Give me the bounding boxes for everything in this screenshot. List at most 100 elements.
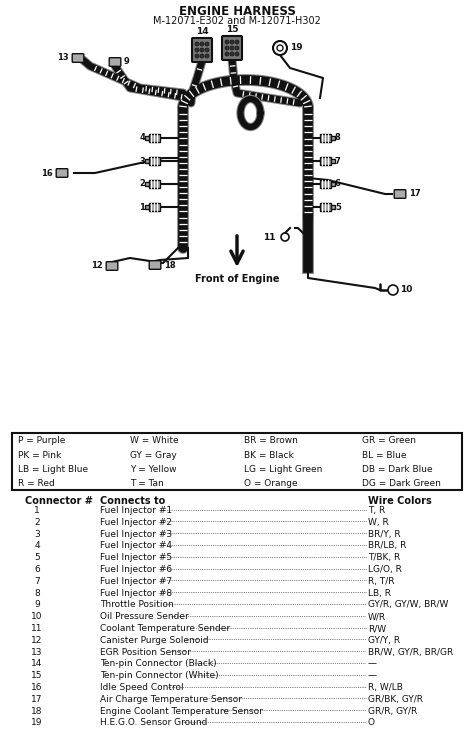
Text: LB, R: LB, R xyxy=(368,589,391,598)
Text: Fuel Injector #2: Fuel Injector #2 xyxy=(100,518,172,527)
Text: O = Orange: O = Orange xyxy=(244,479,298,488)
Text: BL = Blue: BL = Blue xyxy=(362,451,407,460)
Circle shape xyxy=(388,285,398,295)
Circle shape xyxy=(205,54,209,58)
FancyBboxPatch shape xyxy=(192,38,212,62)
Bar xyxy=(149,203,160,211)
Text: T = Tan: T = Tan xyxy=(130,479,164,488)
Circle shape xyxy=(195,48,199,52)
Text: Fuel Injector #7: Fuel Injector #7 xyxy=(100,577,172,586)
Bar xyxy=(145,182,149,186)
Bar xyxy=(331,182,335,186)
Text: 15: 15 xyxy=(31,671,43,680)
Circle shape xyxy=(230,52,234,56)
Text: —: — xyxy=(368,659,377,669)
Bar xyxy=(320,157,331,165)
Text: R, W/LB: R, W/LB xyxy=(368,683,403,692)
Text: 16: 16 xyxy=(31,683,43,692)
Bar xyxy=(331,159,335,163)
Bar xyxy=(320,134,331,142)
Text: 4: 4 xyxy=(34,542,40,551)
Text: LG = Light Green: LG = Light Green xyxy=(244,465,322,474)
FancyBboxPatch shape xyxy=(394,190,406,199)
Text: 15: 15 xyxy=(226,25,238,34)
Circle shape xyxy=(195,54,199,58)
Text: Throttle Position: Throttle Position xyxy=(100,601,174,610)
FancyBboxPatch shape xyxy=(72,54,84,62)
Text: 11: 11 xyxy=(31,624,43,633)
Text: LG/O, R: LG/O, R xyxy=(368,565,402,574)
Text: T/BK, R: T/BK, R xyxy=(368,554,400,562)
Text: BR = Brown: BR = Brown xyxy=(244,436,298,445)
Text: 8: 8 xyxy=(335,134,341,142)
Text: Wire Colors: Wire Colors xyxy=(368,496,432,506)
Text: O: O xyxy=(368,718,375,728)
Circle shape xyxy=(205,42,209,46)
Text: 1: 1 xyxy=(34,506,40,515)
Text: W, R: W, R xyxy=(368,518,389,527)
Circle shape xyxy=(200,42,204,46)
Text: DG = Dark Green: DG = Dark Green xyxy=(362,479,441,488)
Text: Canister Purge Solenoid: Canister Purge Solenoid xyxy=(100,636,209,645)
Circle shape xyxy=(230,46,234,50)
Text: 12: 12 xyxy=(31,636,43,645)
Text: 3: 3 xyxy=(139,156,145,165)
Text: R/W: R/W xyxy=(368,624,386,633)
Text: W = White: W = White xyxy=(130,436,179,445)
Text: GY/R, GY/W, BR/W: GY/R, GY/W, BR/W xyxy=(368,601,448,610)
Text: BR/W, GY/R, BR/GR: BR/W, GY/R, BR/GR xyxy=(368,648,453,657)
Text: Fuel Injector #4: Fuel Injector #4 xyxy=(100,542,172,551)
Text: GR/BK, GY/R: GR/BK, GY/R xyxy=(368,694,423,704)
Bar xyxy=(145,136,149,140)
Text: 7: 7 xyxy=(335,156,341,165)
Circle shape xyxy=(235,46,239,50)
Circle shape xyxy=(200,54,204,58)
Text: Front of Engine: Front of Engine xyxy=(195,274,279,284)
Text: 1: 1 xyxy=(139,202,145,212)
FancyBboxPatch shape xyxy=(109,58,121,66)
Text: 6: 6 xyxy=(335,179,341,188)
Text: 12: 12 xyxy=(91,261,103,271)
Text: Coolant Temperature Sender: Coolant Temperature Sender xyxy=(100,624,230,633)
FancyBboxPatch shape xyxy=(56,169,68,177)
Text: BK = Black: BK = Black xyxy=(244,451,294,460)
Text: 2: 2 xyxy=(139,179,145,188)
Text: GY = Gray: GY = Gray xyxy=(130,451,177,460)
Text: 9: 9 xyxy=(124,58,130,66)
Text: 19: 19 xyxy=(290,44,302,52)
Text: 13: 13 xyxy=(57,53,69,63)
Text: Fuel Injector #5: Fuel Injector #5 xyxy=(100,554,172,562)
Text: 2: 2 xyxy=(34,518,40,527)
Bar xyxy=(331,205,335,209)
Text: Idle Speed Control: Idle Speed Control xyxy=(100,683,183,692)
Text: 10: 10 xyxy=(31,613,43,621)
Text: Air Charge Temperature Sensor: Air Charge Temperature Sensor xyxy=(100,694,242,704)
Text: Connector #: Connector # xyxy=(25,496,93,506)
Text: GR/R, GY/R: GR/R, GY/R xyxy=(368,706,417,716)
Circle shape xyxy=(230,40,234,44)
Text: Ten-pin Connector (Black): Ten-pin Connector (Black) xyxy=(100,659,217,669)
Text: 5: 5 xyxy=(335,202,341,212)
Text: 18: 18 xyxy=(164,261,176,269)
Circle shape xyxy=(273,41,287,55)
Bar xyxy=(331,136,335,140)
Circle shape xyxy=(281,233,289,241)
Text: 13: 13 xyxy=(31,648,43,657)
Circle shape xyxy=(200,48,204,52)
Text: 3: 3 xyxy=(34,530,40,539)
Text: R, T/R: R, T/R xyxy=(368,577,394,586)
Text: —: — xyxy=(368,671,377,680)
Text: P = Purple: P = Purple xyxy=(18,436,65,445)
Text: 6: 6 xyxy=(34,565,40,574)
Text: ENGINE HARNESS: ENGINE HARNESS xyxy=(179,5,295,18)
Text: 9: 9 xyxy=(34,601,40,610)
Text: 17: 17 xyxy=(31,694,43,704)
Text: 19: 19 xyxy=(31,718,43,728)
Text: Engine Coolant Temperature Sensor: Engine Coolant Temperature Sensor xyxy=(100,706,263,716)
Bar xyxy=(149,157,160,165)
Circle shape xyxy=(205,48,209,52)
Bar xyxy=(145,159,149,163)
Text: Oil Pressure Sender: Oil Pressure Sender xyxy=(100,613,189,621)
Bar xyxy=(149,134,160,142)
Text: 14: 14 xyxy=(196,27,208,36)
